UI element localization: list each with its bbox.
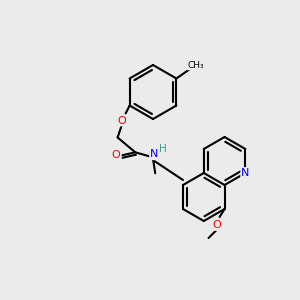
Text: H: H [159,144,167,154]
Text: O: O [112,150,121,160]
Text: CH₃: CH₃ [188,61,204,70]
Text: O: O [212,220,221,230]
Text: N: N [241,168,250,178]
Text: O: O [117,116,126,125]
Text: N: N [150,149,158,159]
